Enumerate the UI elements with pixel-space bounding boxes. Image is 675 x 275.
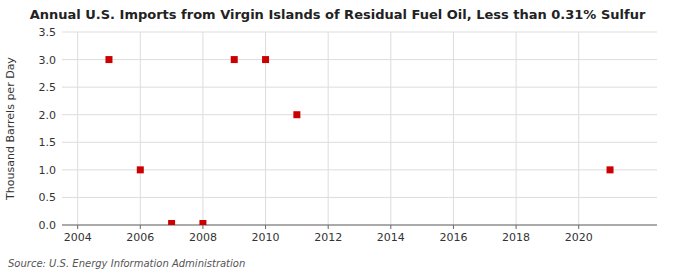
- y-grid-line: [62, 114, 657, 115]
- source-note: Source: U.S. Energy Information Administ…: [8, 258, 245, 269]
- x-axis-line: [62, 225, 657, 226]
- point: [262, 56, 269, 63]
- y-tick-label: 2.0: [39, 109, 57, 122]
- x-tick: [328, 225, 329, 229]
- title: Annual U.S. Imports from Virgin Islands …: [30, 7, 646, 22]
- y-grid-line: [62, 169, 657, 170]
- y-tick-label: 3.0: [39, 54, 57, 67]
- y-grid-line: [62, 59, 657, 60]
- x-tick: [77, 225, 78, 229]
- point: [105, 56, 112, 63]
- point: [137, 166, 144, 173]
- x-tick-label: 2008: [189, 231, 217, 244]
- y-grid-line: [62, 87, 657, 88]
- plot-area: [62, 32, 657, 225]
- point: [199, 220, 206, 225]
- x-tick-label: 2004: [64, 231, 92, 244]
- point: [231, 56, 238, 63]
- x-tick: [265, 225, 266, 229]
- x-tick-label: 2010: [252, 231, 280, 244]
- x-grid-line: [578, 32, 579, 225]
- point: [607, 166, 614, 173]
- y-grid-line: [62, 142, 657, 143]
- x-tick-label: 2014: [377, 231, 405, 244]
- y-tick-label: 0.0: [39, 219, 57, 232]
- y-grid-line: [62, 32, 657, 33]
- y-grid-line: [62, 197, 657, 198]
- point: [293, 111, 300, 118]
- chart: 2004200620082010201220142016201820200.00…: [0, 0, 675, 275]
- x-axis: 2004 2006 2008 2010 2012 2014 2016 2018 2020: [64, 225, 593, 244]
- x-tick: [578, 225, 579, 229]
- y-axis-label: Thousand Barrels per Day: [4, 57, 17, 201]
- y-tick-label: 1.5: [39, 136, 57, 149]
- x-tick: [390, 225, 391, 229]
- x-grid-line: [453, 32, 454, 225]
- y-tick-label: 1.0: [39, 164, 57, 177]
- point: [168, 220, 175, 225]
- x-tick: [202, 225, 203, 229]
- y-tick-label: 2.5: [39, 81, 57, 94]
- x-tick-label: 2012: [314, 231, 342, 244]
- grid: [62, 32, 657, 225]
- x-tick: [516, 225, 517, 229]
- x-tick-label: 2018: [502, 231, 530, 244]
- x-tick-label: 2006: [126, 231, 154, 244]
- x-grid-line: [140, 32, 141, 225]
- x-tick-label: 2020: [565, 231, 593, 244]
- x-grid-line: [328, 32, 329, 225]
- x-grid-line: [390, 32, 391, 225]
- y-tick-label: 3.5: [39, 26, 57, 39]
- x-tick-label: 2016: [439, 231, 467, 244]
- y-grid-line: [62, 225, 657, 226]
- x-grid-line: [77, 32, 78, 225]
- x-grid-line: [516, 32, 517, 225]
- x-tick: [453, 225, 454, 229]
- x-grid-line: [202, 32, 203, 225]
- y-tick-label: 0.5: [39, 191, 57, 204]
- y-axis: 0.0 0.5 1.0 1.5 2.0 2.5 3.0 3.5: [39, 26, 57, 232]
- points: [105, 56, 613, 225]
- x-tick: [140, 225, 141, 229]
